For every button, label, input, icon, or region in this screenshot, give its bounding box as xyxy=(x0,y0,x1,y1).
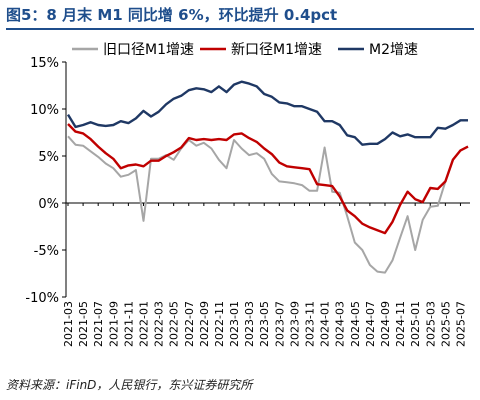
y-tick-label: 15% xyxy=(30,56,59,71)
x-tick-label: 2023-11 xyxy=(304,301,317,347)
x-tick-label: 2024-11 xyxy=(394,301,407,347)
y-tick-label: 5% xyxy=(38,150,59,165)
x-tick-label: 2022-07 xyxy=(183,301,196,347)
x-tick-label: 2021-09 xyxy=(107,301,120,347)
series-line-3 xyxy=(66,80,468,146)
x-tick-label: 2025-05 xyxy=(439,301,452,347)
x-tick-label: 2021-11 xyxy=(122,301,135,347)
x-tick-label: 2025-01 xyxy=(409,301,422,347)
y-tick-label: -10% xyxy=(25,291,59,306)
x-tick-label: 2021-07 xyxy=(92,301,105,347)
x-tick-label: 2022-03 xyxy=(153,301,166,347)
series-line-2 xyxy=(67,123,469,235)
y-tick-label: 0% xyxy=(38,197,59,212)
series-line-1 xyxy=(67,135,469,274)
x-tick-label: 2025-03 xyxy=(424,301,437,347)
x-tick-label: 2024-05 xyxy=(349,301,362,347)
legend-label-1: 旧口径M1增速 xyxy=(103,42,194,58)
x-tick-label: 2024-03 xyxy=(334,301,347,347)
x-tick-label: 2021-03 xyxy=(62,301,75,347)
chart-title: 图5：8 月末 M1 同比增 6%，环比提升 0.4pct xyxy=(6,6,338,24)
title-rule xyxy=(6,28,474,30)
x-tick-label: 2023-09 xyxy=(288,301,301,347)
x-tick-label: 2024-07 xyxy=(364,301,377,347)
source-note: 资料来源：iFinD，人民银行，东兴证券研究所 xyxy=(6,378,253,392)
x-tick-label: 2021-05 xyxy=(77,301,90,347)
y-tick-label: 10% xyxy=(30,103,59,118)
x-tick-label: 2022-11 xyxy=(213,301,226,347)
x-tick-label: 2022-05 xyxy=(168,301,181,347)
x-tick-label: 2023-01 xyxy=(228,301,241,347)
x-tick-label: 2025-07 xyxy=(454,301,467,347)
x-tick-label: 2022-01 xyxy=(137,301,150,347)
x-tick-label: 2023-03 xyxy=(243,301,256,347)
y-tick-label: -5% xyxy=(34,244,59,259)
x-tick-label: 2023-07 xyxy=(273,301,286,347)
x-tick-label: 2024-09 xyxy=(379,301,392,347)
legend-label-3: M2增速 xyxy=(369,42,418,58)
x-tick-label: 2024-01 xyxy=(319,301,332,347)
legend-label-2: 新口径M1增速 xyxy=(231,42,322,58)
x-tick-label: 2023-05 xyxy=(258,301,271,347)
x-tick-label: 2022-09 xyxy=(198,301,211,347)
